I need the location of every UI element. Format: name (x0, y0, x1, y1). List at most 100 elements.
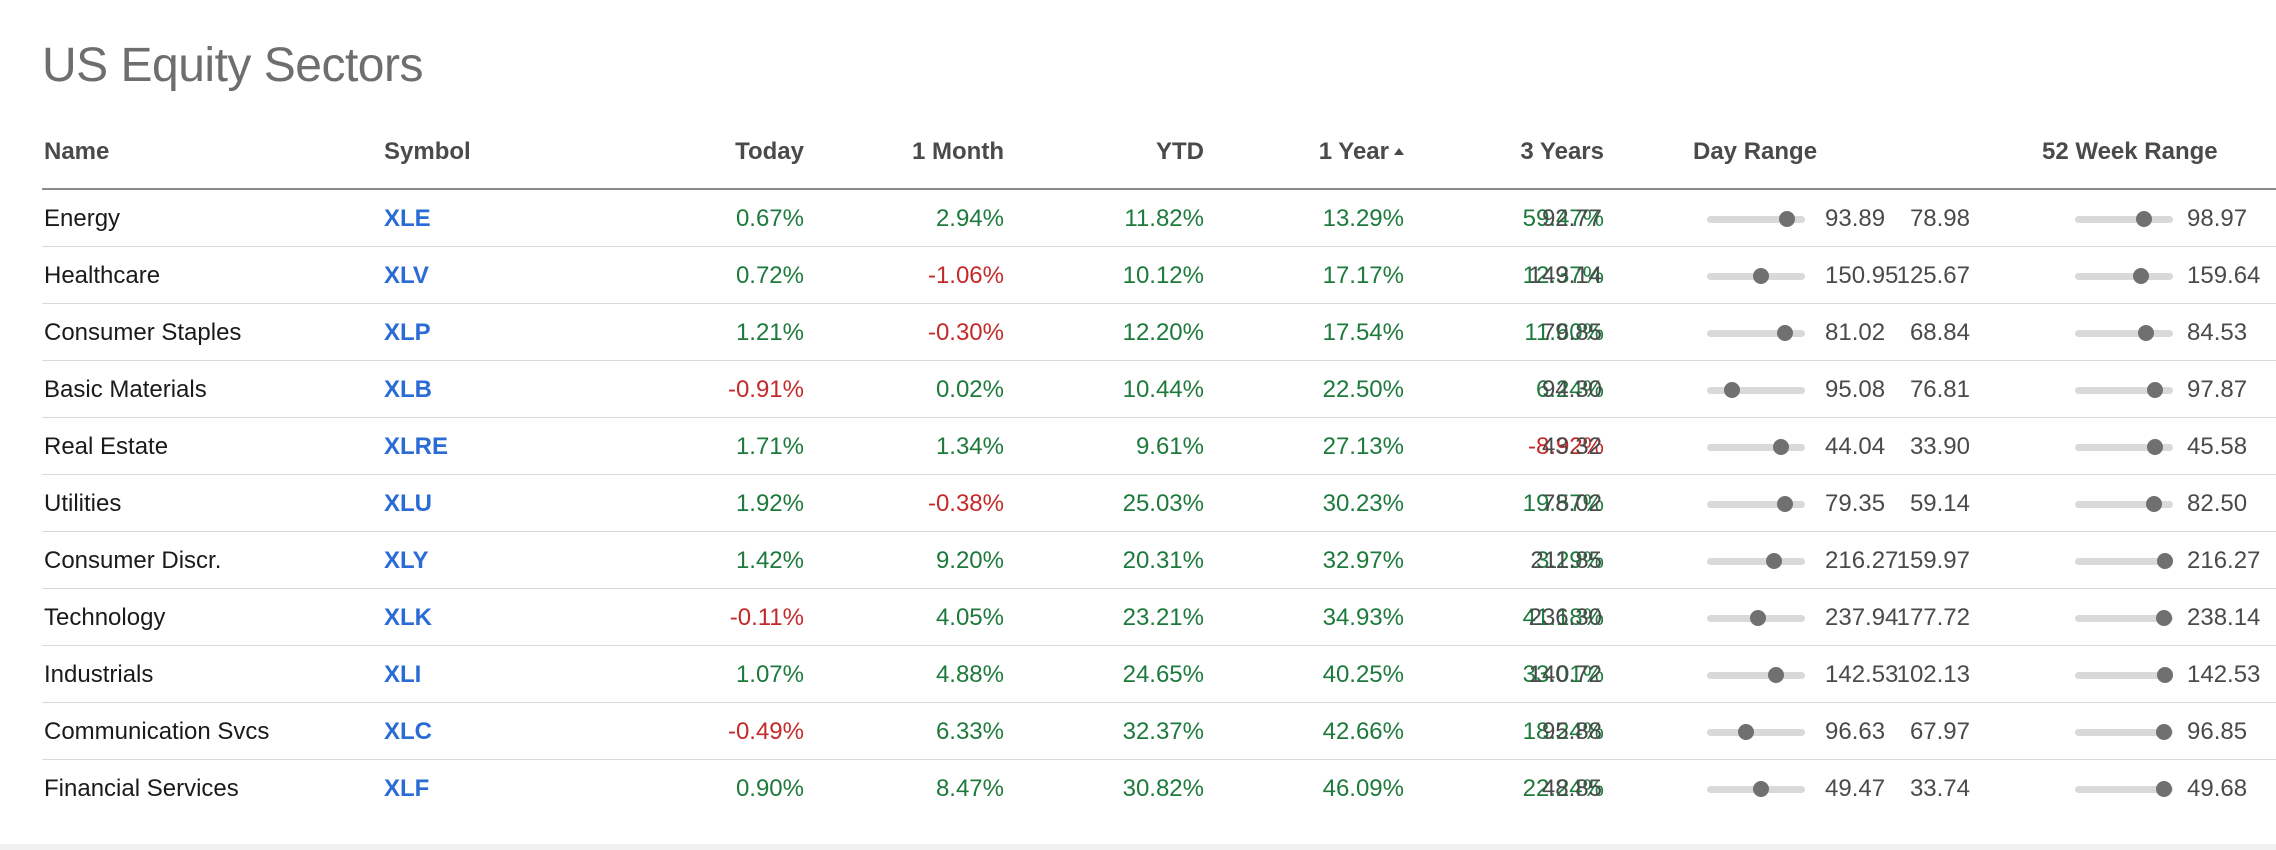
symbol-link[interactable]: XLU (384, 490, 432, 517)
day-range-marker (1752, 781, 1769, 797)
52-week-range-high: 97.87 (2187, 376, 2248, 403)
day-range-bar (1707, 325, 1805, 341)
today-change: 1.21% (735, 319, 804, 346)
52-week-range-low: 33.90 (1909, 433, 1970, 460)
day-range-bar (1707, 382, 1805, 398)
table-row[interactable]: Consumer Staples XLP 1.21% -0.30% 12.20% 17.5… (42, 304, 2276, 361)
1-year-change: 46.09% (1322, 775, 1404, 802)
1-month-change: 8.47% (935, 775, 1004, 802)
table-row[interactable]: Utilities XLU 1.92% -0.38% 25.03% 30.23% 19.57… (42, 475, 2276, 532)
table-row[interactable]: Technology XLK -0.11% 4.05% 23.21% 34.93% 41.1… (42, 589, 2276, 646)
ytd-change: 11.82% (1124, 205, 1204, 232)
column-header-day-range[interactable]: Day Range (1693, 138, 1818, 165)
day-range-low: 211.85 (1530, 547, 1602, 574)
sector-name: Consumer Discr. (44, 547, 222, 574)
52-week-range-bar (2075, 667, 2174, 683)
symbol-link[interactable]: XLRE (384, 433, 449, 460)
52-week-range-high: 82.50 (2187, 490, 2248, 517)
day-range-high: 44.04 (1825, 433, 1886, 460)
ytd-change: 25.03% (1122, 490, 1204, 517)
symbol-link[interactable]: XLI (384, 661, 422, 688)
1-year-change: 30.23% (1322, 490, 1404, 517)
day-range-bar (1707, 553, 1805, 569)
day-range-marker (1767, 667, 1784, 683)
table-header: Name Symbol Today 1 Month YTD 1 Year 3 Y… (42, 122, 2276, 190)
sectors-table: Name Symbol Today 1 Month YTD 1 Year 3 Y… (42, 122, 2276, 816)
ytd-change: 32.37% (1122, 718, 1204, 745)
sector-name: Healthcare (44, 262, 161, 289)
1-month-change: -0.38% (927, 490, 1004, 517)
column-header-name[interactable]: Name (44, 138, 110, 165)
1-month-change: 4.05% (935, 604, 1004, 631)
column-header-ytd[interactable]: YTD (1156, 138, 1204, 165)
day-range-high: 237.94 (1825, 604, 1899, 631)
52-week-range-low: 102.13 (1896, 661, 1970, 688)
column-header-today[interactable]: Today (735, 138, 804, 165)
table-row[interactable]: Consumer Discr. XLY 1.42% 9.20% 20.31% 32.97%… (42, 532, 2276, 589)
day-range-high: 79.35 (1825, 490, 1886, 517)
52-week-range-marker (2157, 667, 2174, 683)
3-years-change: 11.60% (1524, 319, 1604, 346)
symbol-link[interactable]: XLK (384, 604, 432, 631)
column-header-52-week-range[interactable]: 52 Week Range (2042, 138, 2218, 165)
52-week-range-marker (2147, 439, 2164, 455)
day-range-marker (1777, 325, 1794, 341)
ytd-change: 10.12% (1122, 262, 1204, 289)
52-week-range-high: 96.85 (2187, 718, 2248, 745)
1-year-change: 40.25% (1322, 661, 1404, 688)
symbol-link[interactable]: XLP (384, 319, 431, 346)
symbol-link[interactable]: XLF (384, 775, 430, 802)
symbol-link[interactable]: XLV (384, 262, 429, 289)
column-header-1-year[interactable]: 1 Year (1319, 138, 1404, 166)
1-month-change: -1.06% (927, 262, 1004, 289)
table-row[interactable]: Real Estate XLRE 1.71% 1.34% 9.61% 27.13% -8.9… (42, 418, 2276, 475)
52-week-range-marker (2156, 724, 2173, 740)
table-row[interactable]: Basic Materials XLB -0.91% 0.02% 10.44% 22.50… (42, 361, 2276, 418)
52-week-range-bar (2075, 553, 2174, 569)
day-range-low: 43.32 (1541, 433, 1602, 460)
1-month-change: 4.88% (935, 661, 1004, 688)
ytd-change: 9.61% (1135, 433, 1204, 460)
52-week-range-bar (2075, 325, 2173, 341)
sector-name: Utilities (44, 490, 122, 517)
1-year-change: 32.97% (1322, 547, 1404, 574)
day-range-high: 142.53 (1825, 661, 1899, 688)
52-week-range-low: 59.14 (1909, 490, 1970, 517)
column-header-symbol[interactable]: Symbol (384, 138, 471, 165)
table-row[interactable]: Financial Services XLF 0.90% 8.47% 30.82% 46.… (42, 760, 2276, 816)
ytd-change: 20.31% (1122, 547, 1204, 574)
52-week-range-high: 216.27 (2187, 547, 2261, 574)
52-week-range-high: 84.53 (2187, 319, 2248, 346)
3-years-change: 41.18% (1522, 604, 1604, 631)
table-row[interactable]: Industrials XLI 1.07% 4.88% 24.65% 40.25% 33.0… (42, 646, 2276, 703)
52-week-range-high: 49.68 (2187, 775, 2248, 802)
1-month-change: 0.02% (935, 376, 1004, 403)
table-row[interactable]: Healthcare XLV 0.72% -1.06% 10.12% 17.17% 12.3… (42, 247, 2276, 304)
table-row[interactable]: Communication Svcs XLC -0.49% 6.33% 32.37% 42… (42, 703, 2276, 760)
column-header-1-month[interactable]: 1 Month (912, 138, 1004, 165)
table-body: Energy XLE 0.67% 2.94% 11.82% 13.29% 59.47% 92.… (42, 190, 2276, 816)
52-week-range-marker (2157, 553, 2174, 569)
today-change: 1.07% (735, 661, 804, 688)
column-header-3-years[interactable]: 3 Years (1520, 138, 1604, 165)
symbol-link[interactable]: XLY (384, 547, 429, 574)
day-range-low: 95.88 (1541, 718, 1602, 745)
today-change: 1.42% (735, 547, 804, 574)
day-range-low: 48.85 (1541, 775, 1602, 802)
day-range-low: 79.85 (1541, 319, 1602, 346)
symbol-link[interactable]: XLE (384, 205, 431, 232)
today-change: 1.71% (735, 433, 804, 460)
table-row[interactable]: Energy XLE 0.67% 2.94% 11.82% 13.29% 59.47% 92.… (42, 190, 2276, 247)
day-range-low: 78.02 (1541, 490, 1602, 517)
52-week-range-high: 142.53 (2187, 661, 2261, 688)
ytd-change: 30.82% (1122, 775, 1204, 802)
symbol-link[interactable]: XLC (384, 718, 432, 745)
day-range-bar (1707, 496, 1805, 512)
52-week-range-marker (2132, 268, 2149, 284)
day-range-high: 96.63 (1825, 718, 1886, 745)
52-week-range-bar (2075, 268, 2173, 284)
symbol-link[interactable]: XLB (384, 376, 432, 403)
3-years-change: 3.29% (1535, 547, 1604, 574)
sector-name: Communication Svcs (44, 718, 270, 745)
52-week-range-bar (2075, 439, 2173, 455)
